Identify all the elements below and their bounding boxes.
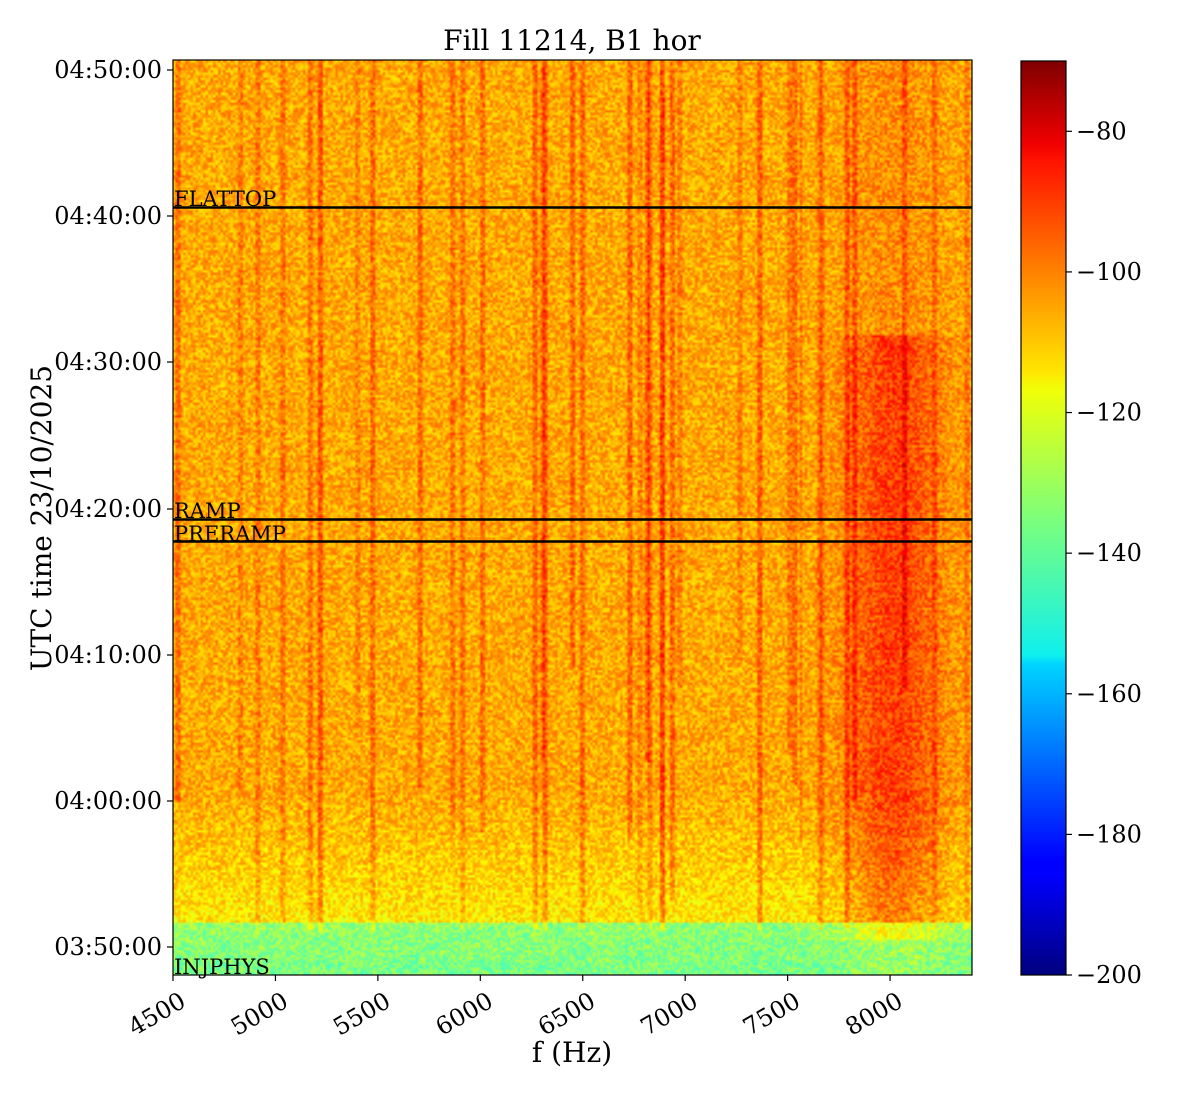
y-tick: 04:30:00 bbox=[54, 348, 173, 376]
colorbar-tick-label: −120 bbox=[1076, 399, 1142, 427]
x-tick: 7000 bbox=[636, 975, 703, 1041]
heatmap bbox=[173, 60, 972, 975]
colorbar-tick-label: −180 bbox=[1076, 820, 1142, 848]
y-tick: 04:40:00 bbox=[54, 202, 173, 230]
y-tick-label: 04:30:00 bbox=[54, 348, 162, 376]
y-tick-label: 04:20:00 bbox=[54, 495, 162, 523]
colorbar-tick: −80 bbox=[1066, 117, 1127, 145]
x-tick-label: 8000 bbox=[841, 986, 908, 1041]
x-tick: 5000 bbox=[226, 975, 293, 1041]
y-tick-label: 03:50:00 bbox=[54, 933, 162, 961]
x-tick-label: 5000 bbox=[226, 986, 293, 1041]
colorbar-tick: −160 bbox=[1066, 680, 1142, 708]
y-tick-label: 04:00:00 bbox=[54, 787, 162, 815]
x-tick: 8000 bbox=[841, 975, 908, 1041]
x-tick-label: 7500 bbox=[738, 986, 805, 1041]
phase-marker-label: RAMP bbox=[174, 499, 241, 523]
x-tick: 6500 bbox=[533, 975, 600, 1041]
phase-marker-ramp: RAMP bbox=[173, 499, 972, 523]
colorbar-tick-label: −80 bbox=[1076, 117, 1127, 145]
y-tick: 04:10:00 bbox=[54, 641, 173, 669]
colorbar-tick-label: −140 bbox=[1076, 539, 1142, 567]
colorbar-tick: −100 bbox=[1066, 258, 1142, 286]
x-tick-label: 4500 bbox=[124, 986, 191, 1041]
y-axis: 03:50:00 04:00:00 04:10:00 04:20:00 04:3… bbox=[54, 56, 173, 961]
y-tick: 04:20:00 bbox=[54, 495, 173, 523]
phase-marker-label: PRERAMP bbox=[174, 522, 286, 546]
colorbar-tick: −140 bbox=[1066, 539, 1142, 567]
colorbar: −80 −100 −120 −140 −160 −180 −200 bbox=[1020, 60, 1142, 989]
y-tick: 04:50:00 bbox=[54, 56, 173, 84]
colorbar-gradient bbox=[1020, 60, 1067, 976]
heatmap-image bbox=[173, 60, 972, 975]
plot-frame bbox=[172, 59, 973, 976]
colorbar-tick: −120 bbox=[1066, 399, 1142, 427]
y-tick: 04:00:00 bbox=[54, 787, 173, 815]
x-tick-label: 5500 bbox=[328, 986, 395, 1041]
y-tick: 03:50:00 bbox=[54, 933, 173, 961]
phase-marker-label: FLATTOP bbox=[174, 187, 276, 211]
y-axis-label: UTC time 23/10/2025 bbox=[25, 365, 58, 671]
colorbar-tick: −200 bbox=[1066, 961, 1142, 989]
colorbar-tick-label: −100 bbox=[1076, 258, 1142, 286]
y-tick-label: 04:10:00 bbox=[54, 641, 162, 669]
x-axis-label: f (Hz) bbox=[532, 1036, 612, 1069]
x-tick: 7500 bbox=[738, 975, 805, 1041]
phase-marker-flattop: FLATTOP bbox=[173, 187, 972, 211]
y-tick-label: 04:40:00 bbox=[54, 202, 162, 230]
x-tick-label: 6000 bbox=[431, 986, 498, 1041]
x-tick-label: 6500 bbox=[533, 986, 600, 1041]
x-tick: 4500 bbox=[124, 975, 191, 1041]
x-tick-label: 7000 bbox=[636, 986, 703, 1041]
colorbar-tick-label: −160 bbox=[1076, 680, 1142, 708]
x-axis: 4500 5000 5500 6000 6500 7000 7500 8000 bbox=[124, 975, 908, 1041]
x-tick: 5500 bbox=[328, 975, 395, 1041]
colorbar-tick: −180 bbox=[1066, 820, 1142, 848]
chart-title: Fill 11214, B1 hor bbox=[443, 24, 701, 57]
x-tick: 6000 bbox=[431, 975, 498, 1041]
colorbar-tick-label: −200 bbox=[1076, 961, 1142, 989]
y-tick-label: 04:50:00 bbox=[54, 56, 162, 84]
phase-marker-preramp: PRERAMP bbox=[173, 522, 972, 546]
